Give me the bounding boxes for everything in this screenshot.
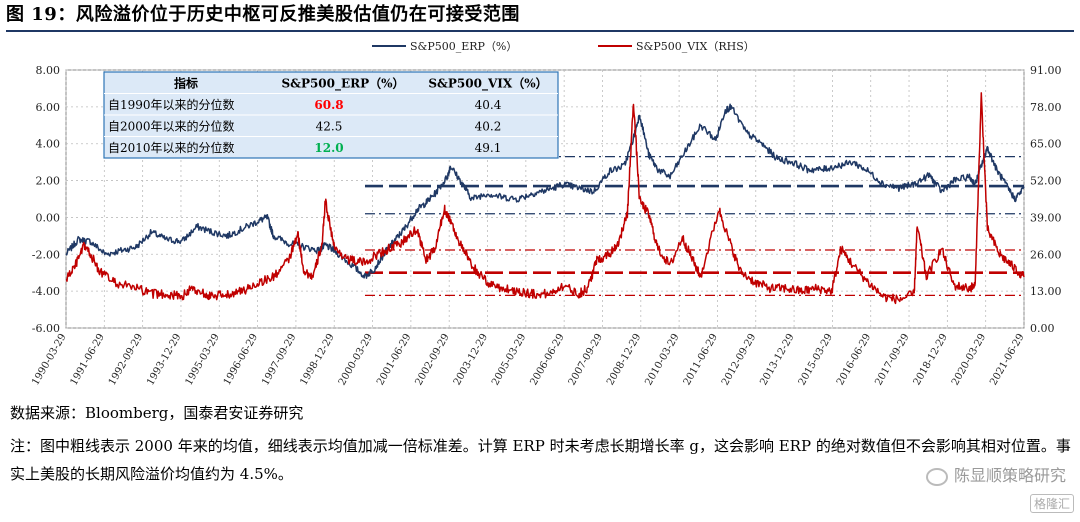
x-tick-label: 2000-03-29 [337,332,375,387]
legend-vix-label: S&P500_VIX（RHS） [636,40,755,53]
y-tick-label: 6.00 [36,101,61,114]
table-header-cell: S&P500_ERP（%） [281,76,404,92]
x-axis: 1990-03-29 1991-06-29 1992-09-29 1993-12-29… [30,332,1026,387]
table-row-label: 自2010年以来的分位数 [108,140,235,155]
x-tick-label: 1996-06-29 [222,332,260,387]
table-vix-value: 40.4 [475,98,502,112]
x-tick-label: 2002-09-29 [413,332,451,387]
y-tick-label: -2.00 [32,248,60,261]
y2-tick-label: 91.00 [1030,64,1062,77]
table-erp-value: 42.5 [316,120,343,134]
x-tick-label: 2018-12-29 [912,332,950,387]
x-tick-label: 2012-09-29 [720,332,758,387]
x-tick-label: 1990-03-29 [30,332,68,387]
x-tick-label: 1998-12-29 [298,332,336,387]
table-header-cell: 指标 [174,76,198,91]
legend-erp-label: S&P500_ERP（%） [410,40,517,53]
wechat-icon [925,467,948,486]
data-source: 数据来源：Bloomberg，国泰君安证券研究 [10,404,304,422]
x-tick-label: 2011-06-29 [682,332,720,387]
x-tick-label: 2015-03-29 [797,332,835,387]
x-tick-label: 2005-03-29 [490,332,528,387]
y-tick-label: 0.00 [36,211,61,224]
x-tick-label: 2008-12-29 [605,332,643,387]
x-tick-label: 2017-09-29 [873,332,911,387]
x-tick-label: 1991-06-29 [69,332,107,387]
erp-series-line [65,103,1025,279]
figure-title: 图 19：风险溢价位于历史中枢可反推美股估值仍在可接受范围 [6,4,520,25]
table-vix-value: 40.2 [475,120,502,134]
x-tick-label: 2016-06-29 [835,332,873,387]
x-tick-label: 2010-03-29 [643,332,681,387]
y-tick-label: 2.00 [36,175,61,188]
series-layer [65,92,1025,305]
x-tick-label: 2013-12-29 [758,332,796,387]
x-tick-label: 1995-03-29 [184,332,222,387]
y2-tick-label: 65.00 [1030,138,1062,151]
x-tick-label: 1993-12-29 [145,332,183,387]
plot-frame [65,69,1025,329]
y-tick-label: 4.00 [36,138,61,151]
left-axis: -6.00 -4.00 -2.00 0.00 2.00 4.00 6.00 8.00 [32,64,60,335]
title-divider [6,30,1074,32]
erp-vix-chart: -6.00 -4.00 -2.00 0.00 2.00 4.00 6.00 8.00 0.00… [30,40,1062,387]
table-erp-value: 60.8 [314,98,343,112]
vix-series-line [65,92,1025,305]
y2-tick-label: 78.00 [1030,101,1062,114]
legend: S&P500_ERP（%） S&P500_VIX（RHS） [372,40,755,53]
x-tick-label: 2006-06-29 [528,332,566,387]
y-tick-label: -6.00 [32,322,60,335]
x-tick-label: 2007-09-29 [567,332,605,387]
table-vix-value: 49.1 [475,141,502,155]
y2-tick-label: 0.00 [1030,322,1055,335]
watermark-text: 陈显顺策略研究 [953,466,1066,485]
y2-tick-label: 39.00 [1030,211,1062,224]
table-row-label: 自2000年以来的分位数 [108,119,235,134]
watermark: 陈显顺策略研究 [925,462,1066,486]
table-erp-value: 12.0 [314,141,343,155]
y2-tick-label: 26.00 [1030,248,1062,261]
table-row-label: 自1990年以来的分位数 [108,97,235,112]
y2-tick-label: 13.00 [1030,285,1062,298]
x-tick-label: 2021-06-29 [988,332,1026,387]
x-tick-label: 2003-12-29 [452,332,490,387]
x-tick-label: 1992-09-29 [107,332,145,387]
table-header-cell: S&P500_VIX（%） [428,76,547,92]
stats-table: 指标 S&P500_ERP（%） S&P500_VIX（%） 自1990年以来的分位数… [103,71,559,159]
x-tick-label: 1997-09-29 [260,332,298,387]
right-axis: 0.00 13.00 26.00 39.00 52.00 65.00 78.00 91.00 [1030,64,1062,335]
x-tick-label: 2020-03-29 [950,332,988,387]
y-tick-label: 8.00 [36,64,61,77]
y2-tick-label: 52.00 [1030,175,1062,188]
y-tick-label: -4.00 [32,285,60,298]
figure-note: 注：图中粗线表示 2000 年来的均值，细线表示均值加减一倍标准差。计算 ERP… [10,437,1071,483]
watermark-logo: 格隆汇 [1029,494,1074,513]
x-tick-label: 2001-06-29 [375,332,413,387]
